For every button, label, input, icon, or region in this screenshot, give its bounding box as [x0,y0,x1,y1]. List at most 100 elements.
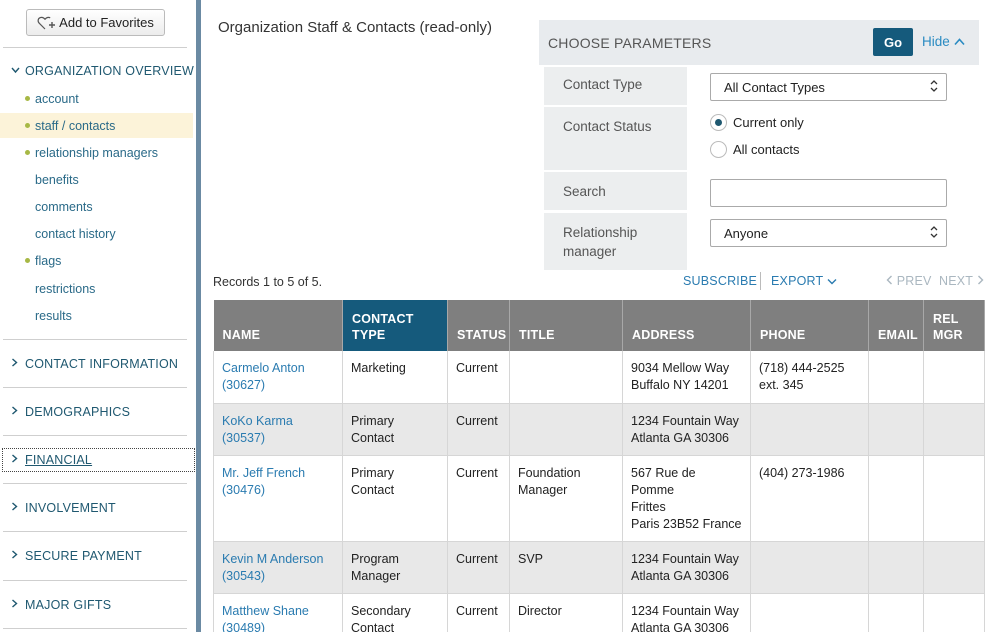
cell-title [509,351,623,404]
sidebar-item-label: results [35,308,72,323]
section-involvement[interactable]: INVOLVEMENT [11,501,116,515]
divider [3,483,187,484]
sidebar-item[interactable]: contact history [0,221,193,246]
address-text: Buffalo NY 14201 [631,378,729,392]
cell-contact-type: Primary Contact [342,455,448,542]
cell-email [868,541,924,594]
column-header-contact-type[interactable]: CONTACT TYPE [342,300,448,351]
section-financial[interactable]: FINANCIAL [2,448,195,472]
contact-name-link[interactable]: Matthew Shane (30489) [222,603,334,632]
chevron-right-icon [977,274,984,288]
section-label: ORGANIZATION OVERVIEW [25,64,195,78]
column-header-name[interactable]: NAME [213,300,343,351]
sidebar-item[interactable]: results [0,303,193,328]
subscribe-link[interactable]: SUBSCRIBE [683,274,758,288]
cell-status: Current [447,593,510,632]
cell-rel-mgr [923,541,985,594]
status-dot-icon [25,258,30,263]
section-organization-overview[interactable]: ORGANIZATION OVERVIEW [11,64,194,78]
chevron-right-icon [11,502,19,514]
status-dot-icon [25,123,30,128]
cell-title: Director [509,593,623,632]
contact-id: (30627) [222,378,266,392]
radio-current-only[interactable]: Current only [710,114,804,131]
status-text: Current [456,361,498,375]
sidebar-item[interactable]: staff / contacts [0,113,193,138]
cell-contact-type: Secondary Contact [342,593,448,632]
title-text: SVP [518,551,544,566]
column-header-title[interactable]: TITLE [509,300,623,351]
contact-name-link[interactable]: Kevin M Anderson (30543) [222,551,334,585]
sidebar-item[interactable]: relationship managers [0,140,193,165]
address-text: Frittes [631,499,666,514]
status-text: Current [456,413,498,428]
contact-type-text: Contact [351,620,395,632]
section-label: SECURE PAYMENT [25,549,142,563]
hide-parameters-link[interactable]: Hide [922,34,965,49]
column-header-email[interactable]: EMAIL [868,300,924,351]
sidebar-item-label: restrictions [35,281,96,296]
chevron-up-icon [953,34,965,49]
sidebar-item-label: benefits [35,172,79,187]
table-row: KoKo Karma (30537) Primary Contact Current 12… [213,403,985,456]
radio-button[interactable] [710,141,727,158]
sidebar-item[interactable]: flags [0,248,193,273]
next-page-link[interactable]: NEXT [939,274,984,288]
cell-email [868,351,924,404]
cell-name: Kevin M Anderson (30543) [213,541,343,594]
column-header-address[interactable]: ADDRESS [622,300,751,351]
status-text: Current [456,603,498,618]
section-contact-information[interactable]: CONTACT INFORMATION [11,357,178,371]
title-text: Director [518,603,562,618]
chevron-down-icon [827,274,837,288]
status-dot-icon [25,96,30,101]
section-demographics[interactable]: DEMOGRAPHICS [11,405,130,419]
export-dropdown[interactable]: EXPORT [771,274,837,288]
address-text: 9034 Mellow Way [631,361,730,375]
table-row: Carmelo Anton (30627) Marketing Current 9034… [213,351,985,404]
phone-text: (404) 273-1986 [759,465,845,480]
section-secure-payment[interactable]: SECURE PAYMENT [11,549,142,563]
column-header-rel-mgr[interactable]: REL MGR [923,300,985,351]
prev-label: PREV [896,274,932,288]
address-text: Atlanta GA 30306 [631,620,729,632]
chevron-right-icon [11,406,19,418]
sidebar-item-label: account [35,91,79,106]
contact-type-label: Contact Type [544,67,687,105]
contact-type-select[interactable]: All Contact Types [710,73,947,101]
page-title: Organization Staff & Contacts (read-only… [218,19,493,36]
contact-type-text: Program [351,551,399,566]
contact-type-value: All Contact Types [724,79,825,95]
search-input[interactable] [710,179,947,207]
contact-name: Kevin M Anderson [222,551,324,566]
relationship-label-line1: Relationship [563,225,638,240]
relationship-manager-select[interactable]: Anyone [710,219,947,247]
hide-label: Hide [922,34,950,49]
contact-type-text: Manager [351,568,401,583]
section-major-gifts[interactable]: MAJOR GIFTS [11,598,111,612]
column-header-status[interactable]: STATUS [447,300,510,351]
prev-page-link[interactable]: PREV [886,274,932,288]
radio-button[interactable] [710,114,727,131]
cell-status: Current [447,541,510,594]
chevron-left-icon [886,274,897,288]
sidebar-item[interactable]: account [0,86,193,111]
radio-all-contacts[interactable]: All contacts [710,141,799,158]
column-header-phone[interactable]: PHONE [750,300,869,351]
export-label: EXPORT [771,274,824,288]
contact-name-link[interactable]: KoKo Karma (30537) [222,413,334,447]
relationship-manager-value: Anyone [724,225,769,241]
cell-status: Current [447,403,510,456]
sidebar-item[interactable]: comments [0,194,193,219]
cell-contact-type: Program Manager [342,541,448,594]
section-label: FINANCIAL [25,453,93,467]
cell-title: Foundation Manager [509,455,623,542]
go-button[interactable]: Go [873,28,913,56]
contact-id: (30489) [222,620,266,632]
sidebar-item[interactable]: benefits [0,167,193,192]
contact-name-link[interactable]: Mr. Jeff French (30476) [222,465,334,499]
sidebar-item[interactable]: restrictions [0,276,193,301]
contact-name-link[interactable]: Carmelo Anton (30627) [222,360,334,394]
add-to-favorites-button[interactable]: Add to Favorites [26,9,165,36]
select-arrows-icon [930,79,938,95]
